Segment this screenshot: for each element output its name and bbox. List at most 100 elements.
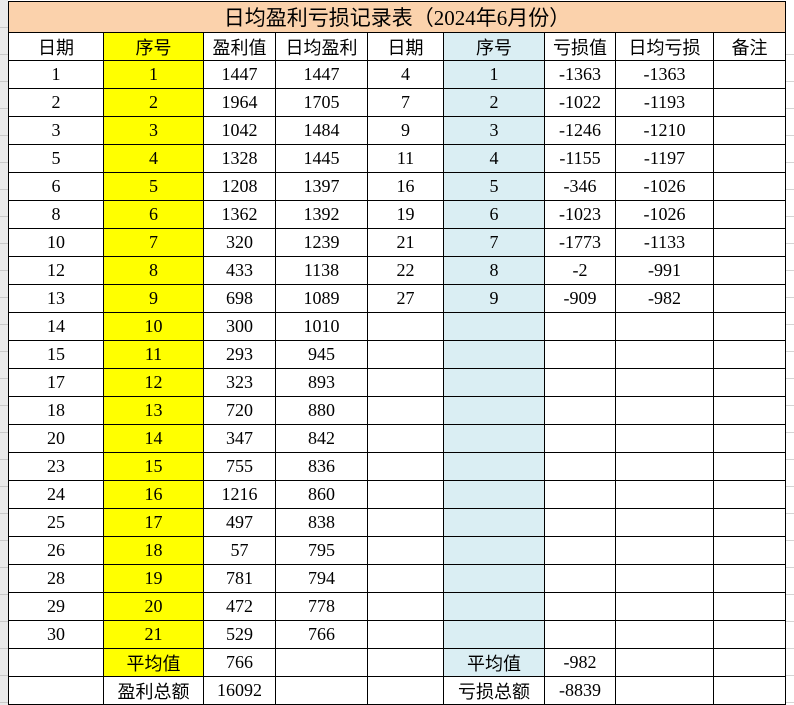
cell-empty[interactable]	[367, 648, 444, 677]
header-loss-date[interactable]: 日期	[367, 32, 444, 61]
cell-loss-value[interactable]	[544, 452, 616, 481]
cell-remark[interactable]	[712, 536, 787, 565]
cell-loss-value[interactable]: -1022	[544, 88, 616, 117]
cell-profit-date[interactable]: 26	[8, 536, 104, 565]
cell-profit-avg[interactable]: 766	[275, 620, 368, 649]
cell-profit-value[interactable]: 433	[203, 256, 276, 285]
cell-remark[interactable]	[712, 368, 787, 397]
cell-empty[interactable]	[615, 648, 714, 677]
cell-loss-date[interactable]: 27	[367, 284, 444, 313]
loss-total-label[interactable]: 亏损总额	[443, 676, 545, 705]
cell-remark[interactable]	[712, 284, 787, 313]
cell-profit-date[interactable]: 28	[8, 564, 104, 593]
cell-loss-avg[interactable]	[615, 564, 714, 593]
cell-profit-avg[interactable]: 893	[275, 368, 368, 397]
cell-remark[interactable]	[712, 88, 787, 117]
cell-loss-avg[interactable]: -991	[615, 256, 714, 285]
cell-profit-avg[interactable]: 1705	[275, 88, 368, 117]
cell-profit-date[interactable]: 29	[8, 592, 104, 621]
cell-loss-date[interactable]	[367, 508, 444, 537]
cell-loss-avg[interactable]: -982	[615, 284, 714, 313]
cell-profit-date[interactable]: 18	[8, 396, 104, 425]
header-remark[interactable]: 备注	[712, 32, 787, 61]
cell-loss-avg[interactable]: -1363	[615, 60, 714, 89]
cell-loss-seq[interactable]: 8	[443, 256, 545, 285]
cell-loss-seq[interactable]	[443, 508, 545, 537]
cell-profit-value[interactable]: 347	[203, 424, 276, 453]
cell-loss-value[interactable]	[544, 564, 616, 593]
cell-profit-avg[interactable]: 778	[275, 592, 368, 621]
cell-loss-seq[interactable]	[443, 368, 545, 397]
cell-loss-date[interactable]	[367, 312, 444, 341]
cell-profit-date[interactable]: 10	[8, 228, 104, 257]
cell-loss-avg[interactable]: -1197	[615, 144, 714, 173]
cell-loss-value[interactable]	[544, 312, 616, 341]
cell-profit-seq[interactable]: 18	[103, 536, 204, 565]
cell-loss-value[interactable]	[544, 480, 616, 509]
cell-profit-value[interactable]: 1216	[203, 480, 276, 509]
cell-loss-avg[interactable]	[615, 620, 714, 649]
cell-empty[interactable]	[8, 648, 104, 677]
cell-profit-seq[interactable]: 3	[103, 116, 204, 145]
cell-loss-date[interactable]	[367, 340, 444, 369]
cell-loss-avg[interactable]	[615, 396, 714, 425]
cell-profit-avg[interactable]: 1138	[275, 256, 368, 285]
cell-loss-value[interactable]	[544, 620, 616, 649]
cell-profit-date[interactable]: 25	[8, 508, 104, 537]
cell-loss-date[interactable]	[367, 536, 444, 565]
cell-loss-seq[interactable]: 6	[443, 200, 545, 229]
cell-remark[interactable]	[712, 116, 787, 145]
cell-loss-seq[interactable]: 1	[443, 60, 545, 89]
cell-loss-value[interactable]	[544, 396, 616, 425]
cell-profit-avg[interactable]: 795	[275, 536, 368, 565]
header-profit-date[interactable]: 日期	[8, 32, 104, 61]
cell-profit-seq[interactable]: 16	[103, 480, 204, 509]
cell-profit-value[interactable]: 472	[203, 592, 276, 621]
loss-average-label[interactable]: 平均值	[443, 648, 545, 677]
cell-loss-value[interactable]	[544, 340, 616, 369]
cell-loss-seq[interactable]	[443, 592, 545, 621]
cell-profit-value[interactable]: 300	[203, 312, 276, 341]
cell-profit-seq[interactable]: 13	[103, 396, 204, 425]
cell-profit-date[interactable]: 23	[8, 452, 104, 481]
header-profit-value[interactable]: 盈利值	[203, 32, 276, 61]
cell-profit-avg[interactable]: 1239	[275, 228, 368, 257]
cell-loss-date[interactable]	[367, 620, 444, 649]
cell-loss-avg[interactable]: -1193	[615, 88, 714, 117]
cell-loss-seq[interactable]	[443, 536, 545, 565]
cell-profit-avg[interactable]: 945	[275, 340, 368, 369]
cell-loss-date[interactable]: 21	[367, 228, 444, 257]
cell-profit-value[interactable]: 57	[203, 536, 276, 565]
cell-profit-date[interactable]: 17	[8, 368, 104, 397]
cell-remark[interactable]	[712, 144, 787, 173]
cell-profit-date[interactable]: 2	[8, 88, 104, 117]
cell-profit-date[interactable]: 30	[8, 620, 104, 649]
cell-loss-avg[interactable]	[615, 536, 714, 565]
cell-remark[interactable]	[712, 396, 787, 425]
cell-loss-seq[interactable]	[443, 312, 545, 341]
loss-total-value[interactable]: -8839	[544, 676, 616, 705]
cell-remark[interactable]	[712, 256, 787, 285]
cell-loss-avg[interactable]	[615, 312, 714, 341]
cell-loss-value[interactable]: -1023	[544, 200, 616, 229]
cell-profit-seq[interactable]: 15	[103, 452, 204, 481]
cell-profit-seq[interactable]: 12	[103, 368, 204, 397]
cell-profit-date[interactable]: 1	[8, 60, 104, 89]
cell-loss-date[interactable]	[367, 564, 444, 593]
cell-loss-value[interactable]: -1155	[544, 144, 616, 173]
cell-loss-avg[interactable]	[615, 508, 714, 537]
cell-profit-value[interactable]: 1042	[203, 116, 276, 145]
cell-remark[interactable]	[712, 564, 787, 593]
cell-profit-avg[interactable]: 1397	[275, 172, 368, 201]
cell-profit-seq[interactable]: 17	[103, 508, 204, 537]
cell-profit-seq[interactable]: 8	[103, 256, 204, 285]
cell-loss-seq[interactable]: 5	[443, 172, 545, 201]
cell-empty[interactable]	[615, 676, 714, 705]
cell-profit-seq[interactable]: 19	[103, 564, 204, 593]
cell-remark[interactable]	[712, 312, 787, 341]
cell-loss-date[interactable]	[367, 368, 444, 397]
cell-loss-date[interactable]: 9	[367, 116, 444, 145]
cell-profit-avg[interactable]: 1089	[275, 284, 368, 313]
cell-loss-value[interactable]	[544, 368, 616, 397]
cell-profit-value[interactable]: 1447	[203, 60, 276, 89]
